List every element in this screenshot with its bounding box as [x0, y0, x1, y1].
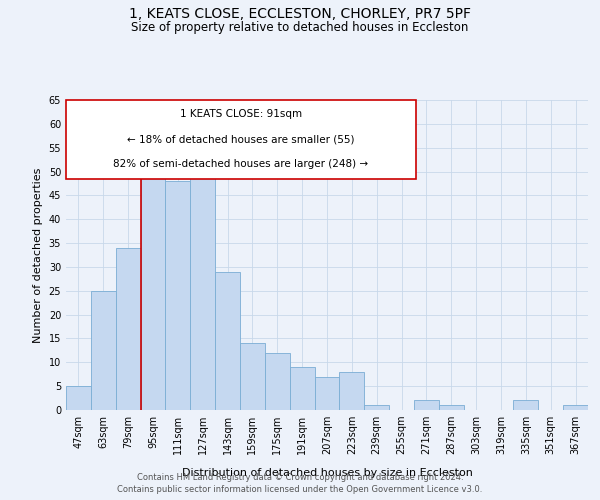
Bar: [166, 181, 190, 410]
Bar: [66, 386, 91, 410]
Bar: [414, 400, 439, 410]
Text: 82% of semi-detached houses are larger (248) →: 82% of semi-detached houses are larger (…: [113, 159, 368, 169]
Bar: [364, 405, 389, 410]
Bar: [190, 157, 215, 410]
Text: Contains HM Land Registry data © Crown copyright and database right 2024.
Contai: Contains HM Land Registry data © Crown c…: [118, 473, 482, 494]
FancyBboxPatch shape: [66, 100, 416, 179]
Bar: [265, 353, 290, 410]
Bar: [91, 291, 116, 410]
Text: Size of property relative to detached houses in Eccleston: Size of property relative to detached ho…: [131, 21, 469, 34]
Bar: [240, 343, 265, 410]
Bar: [215, 272, 240, 410]
Bar: [340, 372, 364, 410]
Bar: [563, 405, 588, 410]
Bar: [314, 376, 340, 410]
Text: 1, KEATS CLOSE, ECCLESTON, CHORLEY, PR7 5PF: 1, KEATS CLOSE, ECCLESTON, CHORLEY, PR7 …: [129, 8, 471, 22]
Bar: [116, 248, 140, 410]
Bar: [140, 167, 166, 410]
Text: Distribution of detached houses by size in Eccleston: Distribution of detached houses by size …: [182, 468, 472, 477]
Text: 1 KEATS CLOSE: 91sqm: 1 KEATS CLOSE: 91sqm: [180, 110, 302, 120]
Text: ← 18% of detached houses are smaller (55): ← 18% of detached houses are smaller (55…: [127, 134, 355, 144]
Bar: [439, 405, 464, 410]
Bar: [514, 400, 538, 410]
Y-axis label: Number of detached properties: Number of detached properties: [33, 168, 43, 342]
Bar: [290, 367, 314, 410]
